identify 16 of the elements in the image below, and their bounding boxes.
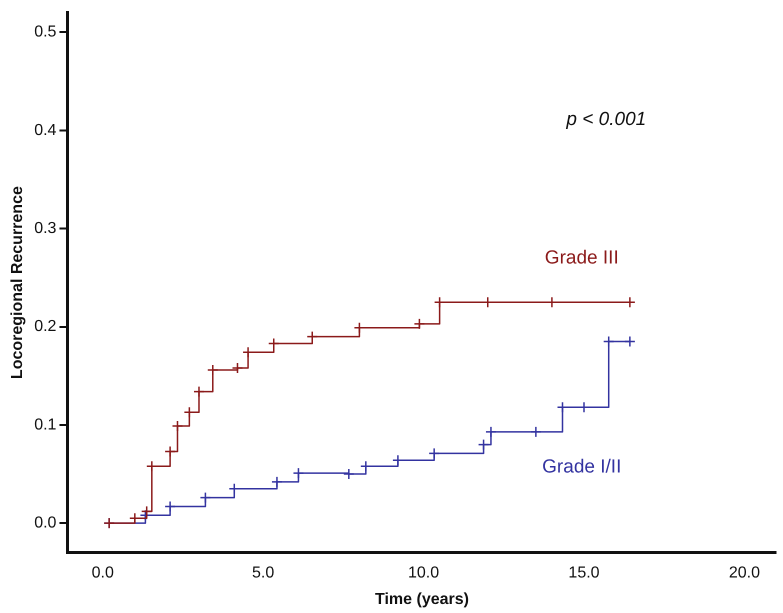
y-tick-label: 0.5	[34, 24, 57, 41]
annotation: p < 0.001	[565, 108, 646, 130]
y-tick-label: 0.3	[34, 220, 57, 238]
x-tick-label: 5.0	[252, 564, 274, 582]
x-tick-label: 20.0	[728, 564, 760, 582]
x-axis-title: Time (years)	[374, 590, 469, 608]
y-tick-label: 0.0	[34, 514, 57, 532]
x-tick-label: 0.0	[92, 564, 114, 582]
y-tick-label: 0.2	[34, 318, 57, 336]
x-tick-label: 15.0	[568, 564, 600, 582]
x-tick-label: 10.0	[408, 564, 440, 582]
y-tick-label: 0.1	[34, 416, 57, 434]
y-axis-title: Locoregional Recurrence	[9, 186, 26, 380]
y-tick-label: 0.4	[34, 122, 57, 139]
series-label: Grade I/II	[542, 456, 622, 478]
series-label: Grade III	[544, 247, 619, 268]
